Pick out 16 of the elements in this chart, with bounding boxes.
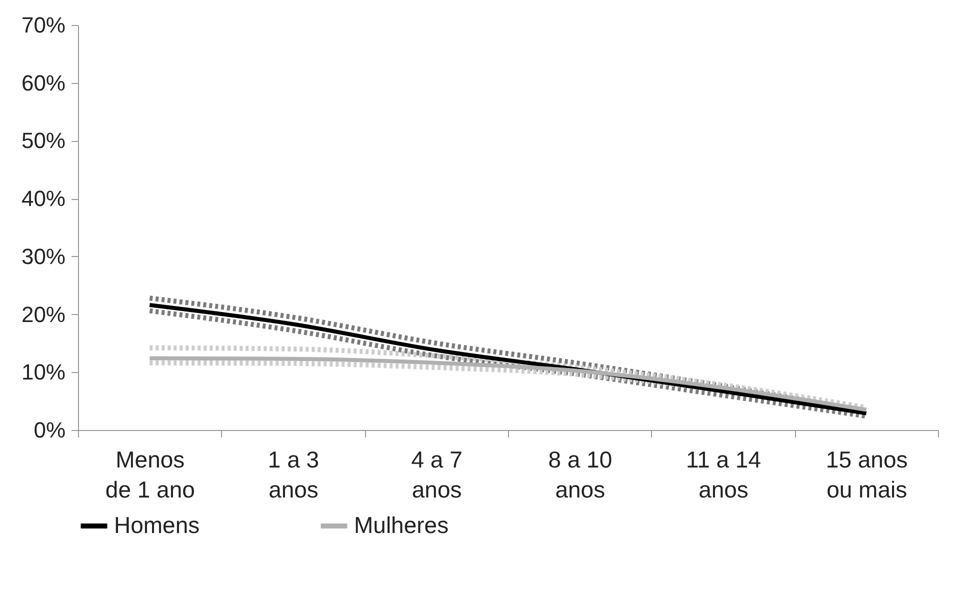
legend-label: Mulheres bbox=[354, 512, 449, 538]
x-tick-label: 8 a 10 anos bbox=[548, 446, 612, 502]
y-tick-label: 20% bbox=[21, 302, 66, 327]
x-tick-label: Menos de 1 ano bbox=[105, 446, 195, 502]
y-tick-label: 40% bbox=[21, 186, 66, 212]
x-tick-label: 15 anos ou mais bbox=[826, 446, 908, 502]
legend-label: Homens bbox=[114, 512, 200, 538]
y-tick-label: 0% bbox=[34, 418, 66, 442]
x-tick-label: 1 a 3 anos bbox=[268, 446, 320, 502]
x-tick-label: 11 a 14 anos bbox=[686, 446, 762, 502]
x-tick-label: 4 a 7 anos bbox=[411, 446, 462, 502]
y-tick-label: 50% bbox=[21, 128, 66, 154]
y-tick-label: 10% bbox=[21, 360, 66, 385]
y-tick-label: 60% bbox=[21, 70, 66, 96]
y-tick-label: 30% bbox=[21, 244, 66, 269]
y-tick-label: 70% bbox=[21, 12, 66, 38]
